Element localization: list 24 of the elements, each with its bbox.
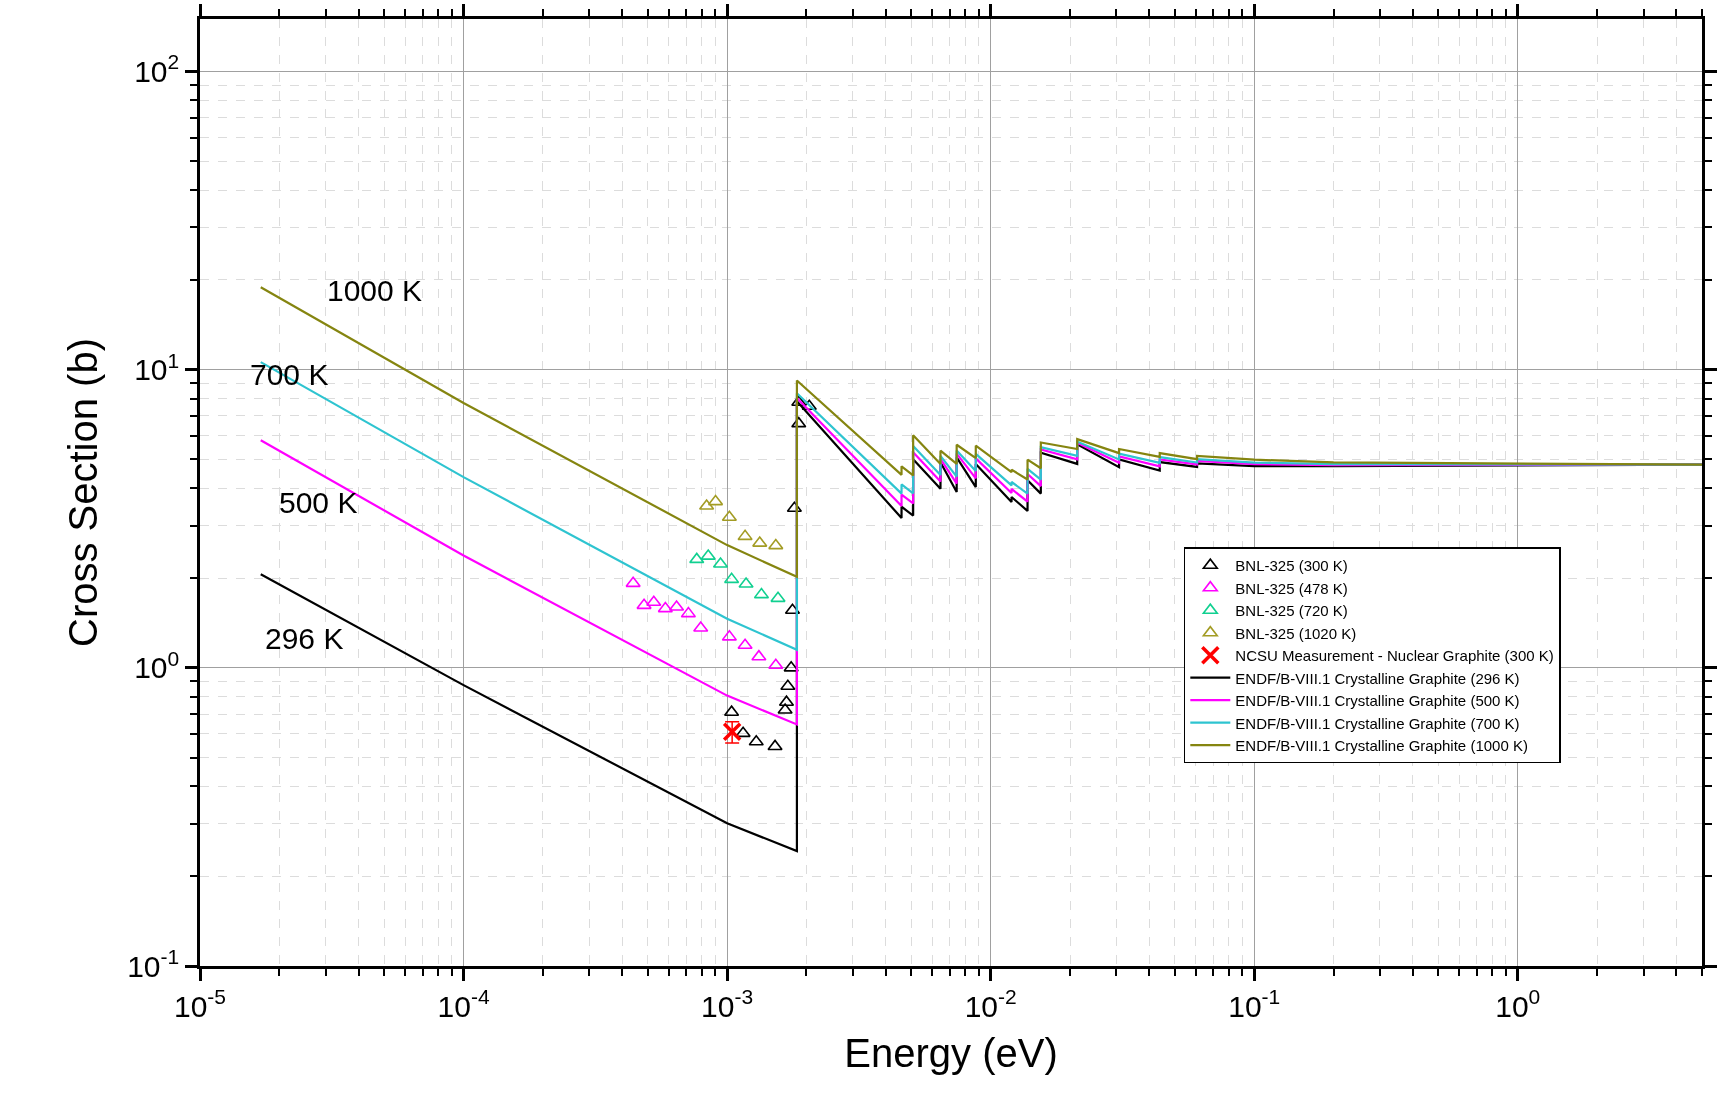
annotation: 500 K xyxy=(279,486,358,519)
x-tick-label: 10$^{-4}$ xyxy=(437,985,490,1023)
x-axis-title: Energy (eV) xyxy=(844,1031,1058,1076)
legend-label: NCSU Measurement - Nuclear Graphite (300 K) xyxy=(1235,647,1554,665)
y-tick-label: 10$^{-1}$ xyxy=(127,944,180,983)
legend-label: BNL-325 (1020 K) xyxy=(1235,624,1357,642)
x-tick-label: 10$^{-5}$ xyxy=(173,985,227,1023)
legend-label: ENDF/B-VIII.1 Crystalline Graphite (1000 K) xyxy=(1235,737,1528,755)
x-tick-label: 10$^{0}$ xyxy=(1495,985,1541,1023)
legend-label: ENDF/B-VIII.1 Crystalline Graphite (700 K) xyxy=(1235,714,1520,732)
legend-label: ENDF/B-VIII.1 Crystalline Graphite (500 K) xyxy=(1235,692,1520,710)
x-tick-label: 10$^{-3}$ xyxy=(701,985,754,1023)
y-tick-label: 10$^{2}$ xyxy=(134,50,180,88)
legend-label: ENDF/B-VIII.1 Crystalline Graphite (296 K) xyxy=(1235,669,1520,687)
legend-label: BNL-325 (478 K) xyxy=(1235,579,1348,597)
annotation: 1000 K xyxy=(327,274,423,307)
legend-label: BNL-325 (720 K) xyxy=(1235,602,1348,620)
y-axis-title: Cross Section (b) xyxy=(60,338,105,647)
annotation: 296 K xyxy=(265,622,344,655)
legend-label: BNL-325 (300 K) xyxy=(1235,557,1348,575)
y-tick-label: 10$^{1}$ xyxy=(134,348,180,387)
x-tick-label: 10$^{-1}$ xyxy=(1228,985,1281,1023)
y-tick-label: 10$^{0}$ xyxy=(134,646,180,685)
x-tick-label: 10$^{-2}$ xyxy=(964,985,1017,1023)
